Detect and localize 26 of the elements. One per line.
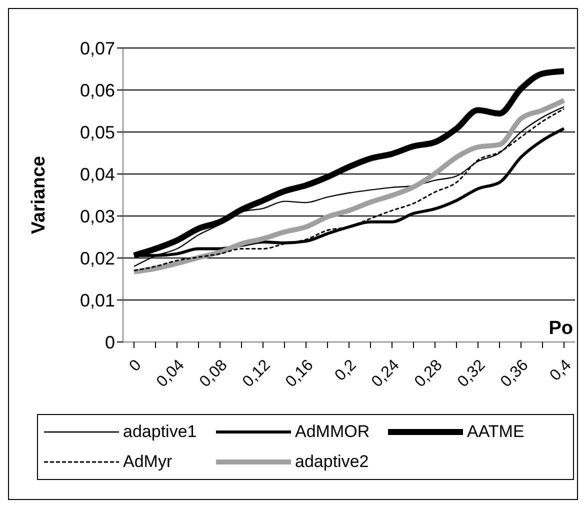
y-tick-label: 0,01 [80, 290, 115, 310]
y-tick-label: 0 [104, 332, 115, 352]
x-tick-label: 0,32 [454, 356, 489, 391]
y-tick-label: 0,07 [80, 38, 115, 58]
x-tick-label: 0,2 [332, 356, 360, 384]
x-tick-label: 0,12 [240, 356, 274, 391]
x-tick-label: 0,24 [368, 356, 403, 391]
y-tick-label: 0,05 [80, 122, 115, 142]
x-tick-label: 0,08 [196, 356, 231, 391]
y-tick-label: 0,04 [80, 164, 115, 184]
legend-label: adaptive1 [123, 422, 197, 442]
y-tick-label: 0,06 [80, 80, 115, 100]
x-tick-label: 0,16 [282, 356, 317, 391]
y-axis-title: Variance [28, 156, 50, 234]
x-tick-label: 0,04 [154, 356, 188, 391]
legend-label: AATME [467, 422, 524, 442]
legend-label: AdMyr [123, 452, 172, 472]
x-tick-label: 0,4 [546, 356, 575, 384]
y-tick-label: 0,03 [80, 206, 115, 226]
x-tick-label: 0,28 [412, 356, 446, 391]
y-tick-label: 0,02 [80, 248, 115, 268]
legend-label: AdMMOR [295, 422, 370, 442]
x-tick-label: 0,36 [498, 356, 532, 391]
x-axis-title: Po [548, 318, 573, 339]
legend-label: adaptive2 [295, 452, 369, 472]
x-tick-label: 0 [126, 356, 145, 376]
